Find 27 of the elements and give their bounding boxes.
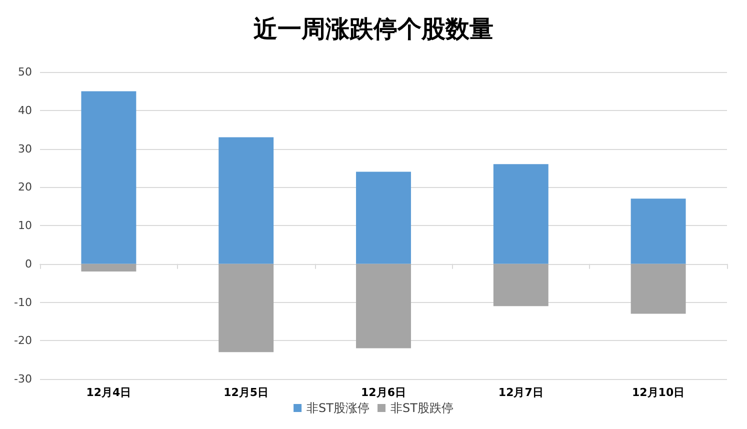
y-tick-label: 10 (18, 219, 32, 232)
x-tick-label: 12月4日 (86, 386, 132, 399)
y-tick-label: 20 (18, 180, 32, 194)
chart-title: 近一周涨跌停个股数量 (254, 15, 494, 43)
x-tick-label: 12月6日 (361, 386, 406, 399)
x-tick-label: 12月10日 (632, 386, 685, 399)
bar (630, 198, 686, 264)
x-tick-label: 12月7日 (498, 386, 544, 399)
y-tick-label: 50 (18, 66, 32, 78)
bar (630, 264, 686, 314)
bar (218, 264, 274, 352)
bar (81, 91, 136, 264)
y-tick-label: 30 (18, 142, 32, 156)
bar (493, 164, 548, 264)
legend-label: 非ST股涨停 (306, 401, 370, 415)
x-tick-label: 12月5日 (224, 386, 269, 399)
y-tick-label: -20 (14, 334, 32, 348)
bar (493, 264, 548, 306)
y-tick-label: -30 (14, 372, 32, 386)
y-tick-label: 0 (25, 257, 32, 270)
bar (356, 264, 411, 348)
y-tick-label: 40 (18, 104, 32, 117)
legend-label: 非ST股跌停 (390, 401, 454, 415)
bar (81, 264, 136, 272)
bar (356, 172, 411, 264)
y-tick-label: -10 (14, 296, 32, 309)
bar (218, 137, 274, 264)
